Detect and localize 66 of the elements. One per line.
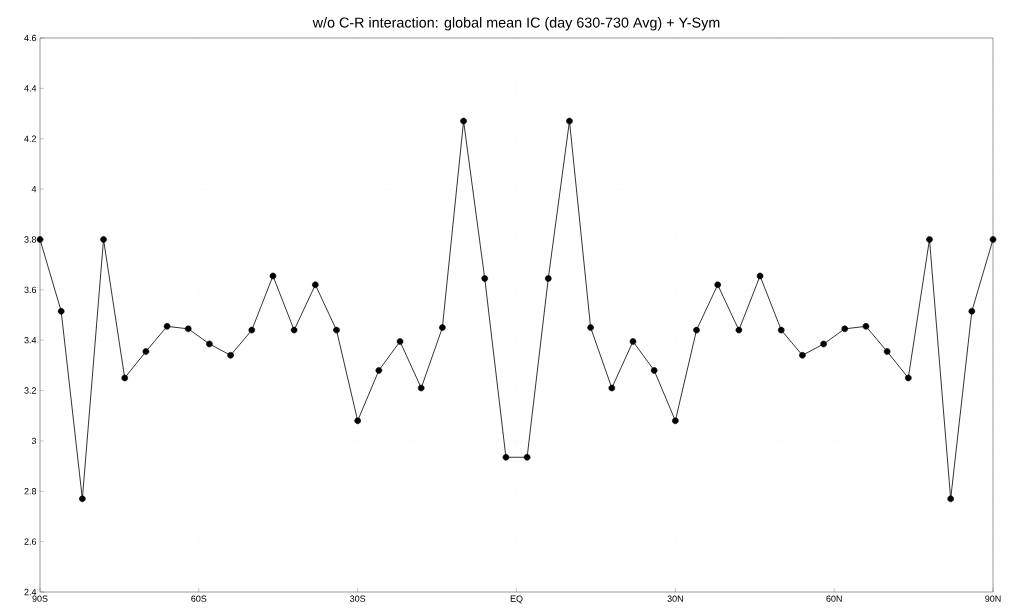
point <box>735 326 743 334</box>
x-tick-label: 60S <box>191 595 207 602</box>
point <box>883 348 891 355</box>
point <box>100 236 107 243</box>
y-tick-label: 4.2 <box>24 135 37 142</box>
point <box>375 367 383 374</box>
x-tick-label: 30S <box>350 595 366 602</box>
point <box>989 236 997 243</box>
point <box>333 326 340 334</box>
point <box>248 326 256 334</box>
point <box>439 324 446 331</box>
x-tick-label: 90N <box>985 595 1001 602</box>
point <box>523 453 531 461</box>
point <box>650 367 658 374</box>
y-tick-label: 3.4 <box>24 337 37 344</box>
point <box>417 384 425 392</box>
y-tick-label: 2.4 <box>24 588 37 596</box>
point <box>206 340 213 348</box>
point <box>502 453 510 461</box>
point <box>756 272 764 280</box>
point <box>799 352 806 359</box>
point <box>820 340 827 348</box>
point <box>57 307 65 315</box>
point <box>672 417 679 425</box>
point <box>566 117 573 125</box>
point <box>947 495 954 503</box>
point <box>396 338 404 345</box>
point <box>905 374 912 382</box>
point <box>544 275 552 282</box>
x-tick-label: 60N <box>826 595 842 602</box>
point <box>608 384 616 392</box>
point <box>714 281 721 289</box>
y-tick-label: 4 <box>31 186 37 193</box>
point <box>184 325 192 333</box>
point <box>587 324 594 331</box>
point <box>926 236 933 243</box>
y-tick-label: 3.6 <box>24 286 37 293</box>
y-tick-label: 4.6 <box>24 34 37 42</box>
point <box>481 275 489 282</box>
point <box>968 307 976 315</box>
point <box>841 325 849 333</box>
x-tick-label: 30N <box>667 595 683 602</box>
point <box>460 117 467 125</box>
point <box>227 352 234 359</box>
point <box>312 281 319 289</box>
x-tick-label: EQ <box>510 595 523 604</box>
point <box>290 326 298 334</box>
point <box>121 374 128 382</box>
y-tick-label: 2.6 <box>24 538 37 545</box>
y-tick-label: 3.2 <box>24 387 37 394</box>
y-tick-label: 4.4 <box>24 85 37 92</box>
point <box>142 348 150 355</box>
point <box>862 323 870 330</box>
y-tick-label: 3 <box>31 437 37 445</box>
x-tick-label: 90S <box>32 595 48 602</box>
y-tick-label: 2.8 <box>24 488 37 495</box>
point <box>354 417 361 425</box>
point <box>629 338 637 345</box>
chart-title: w/o C-R interaction: global mean IC (day 630-730 Avg) + Y-Sym <box>312 17 720 31</box>
point <box>777 326 785 334</box>
point <box>36 236 44 243</box>
point <box>163 323 171 330</box>
point <box>79 495 86 503</box>
point <box>269 272 277 280</box>
point <box>693 326 700 334</box>
y-tick-label: 3.8 <box>24 236 37 243</box>
